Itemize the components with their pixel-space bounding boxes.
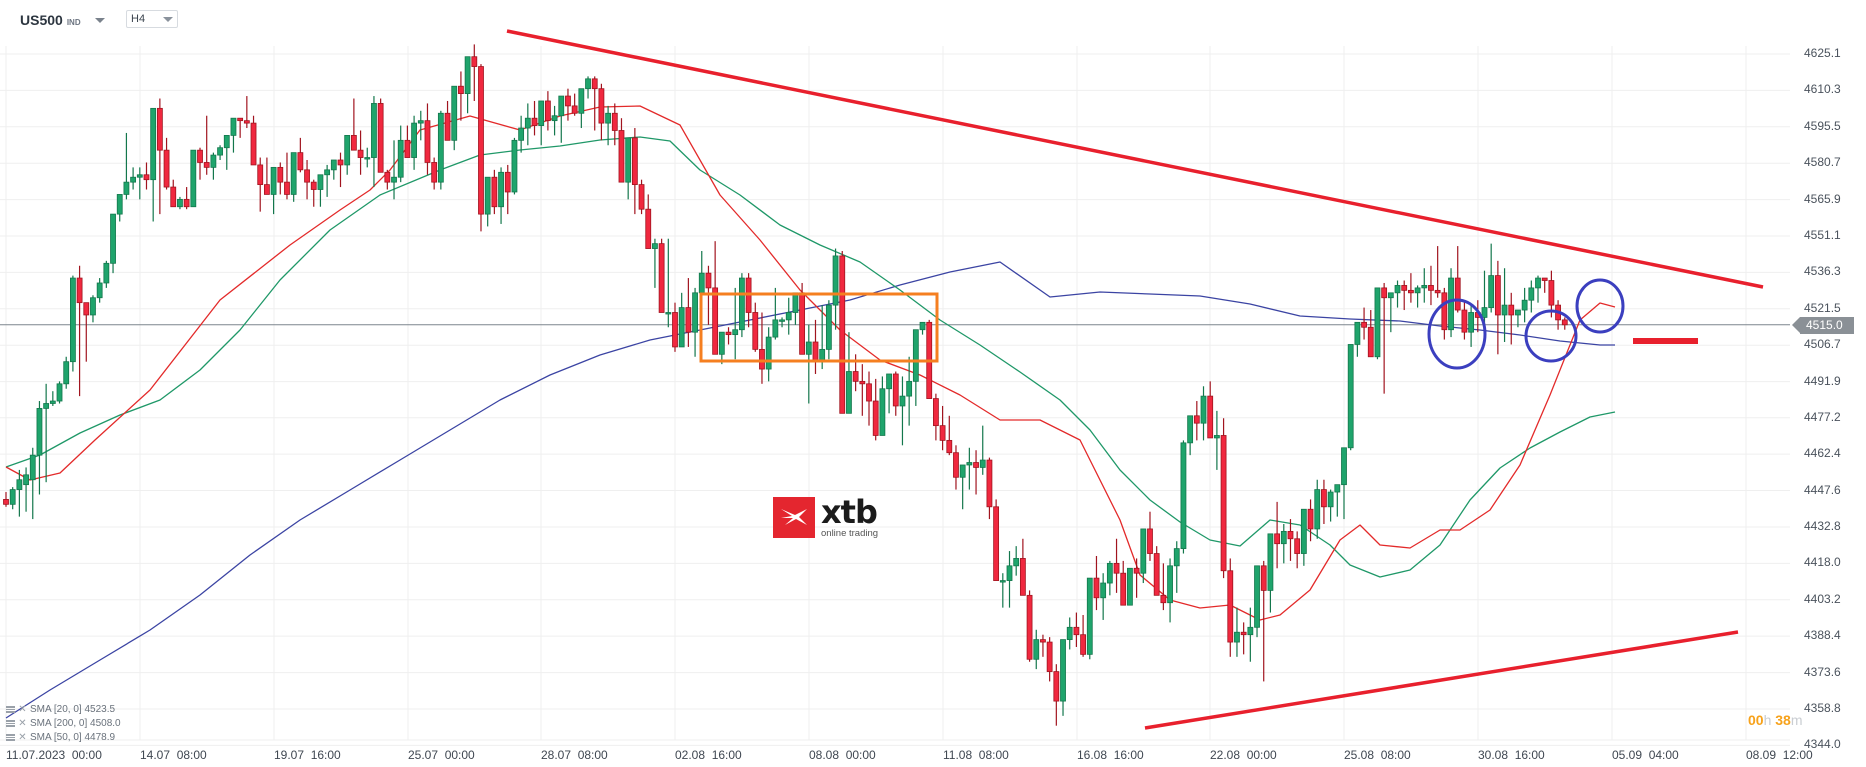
legend-label: SMA [200, 0] 4508.0 (30, 717, 121, 729)
chevron-down-icon (94, 18, 105, 23)
price-tick-label: 4418.0 (1804, 555, 1841, 570)
time-tick-label: 19.07 16:00 (274, 748, 341, 762)
highlight-circle-3[interactable] (1575, 278, 1625, 334)
price-tick-label: 4521.5 (1804, 300, 1841, 315)
consolidation-range-box[interactable] (699, 292, 939, 363)
sma-200-line (5, 261, 1615, 719)
close-icon[interactable]: ✕ (18, 731, 27, 743)
logo-tagline: online trading (821, 528, 879, 539)
chart-grid (0, 46, 1790, 746)
time-tick-label: 14.07 08:00 (140, 748, 207, 762)
symbol-type: IND (66, 18, 81, 27)
price-tick-label: 4477.2 (1804, 409, 1841, 424)
close-icon[interactable]: ✕ (18, 717, 27, 729)
time-tick-label: 25.08 08:00 (1344, 748, 1411, 762)
menu-icon[interactable] (6, 733, 15, 741)
time-tick-label: 02.08 16:00 (675, 748, 742, 762)
price-tick-label: 4462.4 (1804, 446, 1841, 461)
legend-label: SMA [50, 0] 4478.9 (30, 731, 116, 743)
time-tick-label: 08.08 00:00 (809, 748, 876, 762)
interval-value: H4 (131, 13, 146, 25)
highlight-circle-1[interactable] (1427, 298, 1487, 370)
time-tick-label: 25.07 00:00 (408, 748, 475, 762)
time-tick-label: 08.09 12:00 (1746, 748, 1813, 762)
time-tick-label: 28.07 08:00 (541, 748, 608, 762)
price-tick-label: 4491.9 (1804, 373, 1841, 388)
price-tick-label: 4610.3 (1804, 82, 1841, 97)
menu-icon[interactable] (6, 719, 15, 727)
xtb-x-icon (773, 496, 815, 538)
chart-toolbar: US500 IND H4 (0, 0, 1866, 40)
drawing-annotations[interactable] (506, 29, 1764, 730)
candlestick-series (3, 44, 1568, 726)
price-tick-label: 4447.6 (1804, 482, 1841, 497)
symbol-selector[interactable]: US500 IND (20, 12, 105, 28)
current-price-badge: 4515.0 (1792, 316, 1854, 334)
price-tick-label: 4373.6 (1804, 664, 1841, 679)
symbol-name: US500 (20, 12, 63, 28)
timer-hours-unit: h (1763, 712, 1772, 728)
price-tick-label: 4536.3 (1804, 264, 1841, 279)
price-tick-label: 4506.7 (1804, 337, 1841, 352)
price-tick-label: 4551.1 (1804, 228, 1841, 242)
xtb-logo: xtb online trading (773, 496, 878, 539)
price-tick-label: 4595.5 (1804, 118, 1841, 133)
legend-sma-20: ✕ SMA [20, 0] 4523.5 (6, 702, 121, 716)
price-tick-label: 4580.7 (1804, 155, 1841, 170)
price-tick-label: 4403.2 (1804, 591, 1841, 606)
legend-sma-50: ✕ SMA [50, 0] 4478.9 (6, 730, 121, 744)
interval-dropdown[interactable]: H4 (126, 10, 178, 28)
menu-icon[interactable] (6, 705, 15, 713)
price-tick-label: 4388.4 (1804, 628, 1841, 643)
time-tick-label: 05.09 04:00 (1612, 748, 1679, 762)
indicator-legend: ✕ SMA [20, 0] 4523.5 ✕ SMA [200, 0] 4508… (6, 702, 121, 744)
support-trendline[interactable] (1144, 630, 1739, 730)
current-price-value: 4515.0 (1806, 318, 1843, 333)
sma-20-line (5, 105, 1616, 621)
timer-hours: 00 (1748, 712, 1764, 728)
time-tick-label: 16.08 16:00 (1077, 748, 1144, 762)
time-tick-label: 11.07.2023 00:00 (6, 748, 102, 762)
close-icon[interactable]: ✕ (18, 703, 27, 715)
price-tick-label: 4625.1 (1804, 46, 1841, 60)
timer-minutes: 38 (1775, 712, 1791, 728)
legend-label: SMA [20, 0] 4523.5 (30, 703, 116, 715)
legend-sma-200: ✕ SMA [200, 0] 4508.0 (6, 716, 121, 730)
chevron-down-icon (163, 16, 173, 22)
resistance-trendline[interactable] (506, 29, 1764, 289)
time-tick-label: 11.08 08:00 (943, 748, 1009, 762)
price-tick-label: 4344.0 (1804, 737, 1841, 752)
time-tick-label: 22.08 00:00 (1210, 748, 1277, 762)
candle-countdown-timer: 00h 38m (1748, 712, 1803, 728)
price-tick-label: 4565.9 (1804, 191, 1841, 206)
highlight-circle-2[interactable] (1524, 309, 1578, 363)
logo-wordmark: xtb (821, 493, 878, 531)
sma-50-line (5, 136, 1616, 578)
price-tick-label: 4358.8 (1804, 700, 1841, 715)
timer-minutes-unit: m (1790, 712, 1803, 728)
price-tick-label: 4432.8 (1804, 518, 1841, 533)
time-tick-label: 30.08 16:00 (1478, 748, 1545, 762)
